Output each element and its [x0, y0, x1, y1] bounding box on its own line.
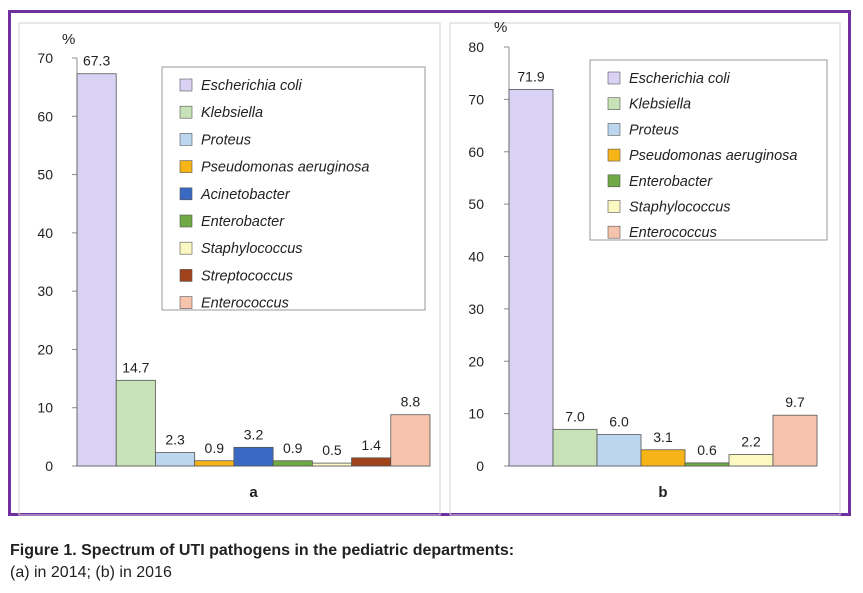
bar-proteus — [596, 434, 642, 467]
y-tick-label: 40 — [37, 225, 53, 241]
caption-subtitle: (a) in 2014; (b) in 2016 — [10, 564, 172, 581]
y-tick-label: 10 — [37, 400, 53, 416]
chart-panel-b: 0 10 20 30 40 50 60 70 80% 71.9 7.0 6.0 3.1 0.6 2.2 9.7… — [449, 19, 841, 516]
y-tick-label: 70 — [468, 91, 484, 107]
caption-title: Figure 1. Spectrum of UTI pathogens in t… — [10, 542, 515, 559]
bar-klebsiella — [115, 379, 156, 467]
bar-acinetobacter — [233, 446, 274, 467]
y-tick-label: 50 — [468, 196, 484, 212]
data-label: 0.5 — [322, 442, 342, 458]
panel-label: a — [249, 484, 258, 501]
legend-entry: Pseudomonas aeruginosa — [629, 148, 797, 164]
y-tick-label: 30 — [468, 301, 484, 317]
y-tick-label: 10 — [468, 406, 484, 422]
legend-swatch — [179, 296, 193, 309]
legend-entry: Staphylococcus — [629, 200, 731, 216]
data-label: 7.0 — [565, 408, 585, 424]
legend-swatch — [179, 78, 193, 92]
bar-proteus — [155, 452, 196, 467]
y-tick-label: 20 — [37, 341, 53, 357]
data-label: 3.2 — [244, 426, 264, 442]
legend-entry: Enterobacter — [629, 174, 713, 190]
legend-entry: Klebsiella — [201, 105, 263, 121]
y-tick-label: 70 — [37, 50, 53, 66]
legend-entry: Proteus — [201, 132, 251, 148]
legend-swatch — [179, 187, 193, 201]
y-tick-label: 0 — [476, 458, 484, 474]
data-label: 9.7 — [785, 394, 805, 410]
y-tick-label: 50 — [37, 167, 53, 183]
y-tick-label: 0 — [45, 458, 53, 474]
legend-swatch — [607, 71, 621, 85]
legend-swatch — [179, 269, 193, 282]
bar-staphylococcus — [311, 462, 352, 467]
y-tick-label: 80 — [468, 39, 484, 55]
data-label: 8.8 — [401, 394, 421, 410]
data-label: 71.9 — [517, 68, 544, 84]
data-label: 1.4 — [361, 437, 381, 453]
data-label: 0.6 — [697, 442, 717, 458]
bar-pseudomonas-aeruginosa — [640, 449, 686, 467]
y-axis-label: % — [62, 31, 75, 48]
data-label: 6.0 — [609, 414, 629, 430]
legend-entry: Proteus — [629, 122, 679, 138]
legend-entry: Acinetobacter — [200, 187, 291, 203]
legend-swatch — [179, 241, 193, 255]
y-tick-label: 20 — [468, 353, 484, 369]
panel-frame — [449, 22, 841, 516]
data-label: 14.7 — [122, 359, 149, 375]
legend-swatch — [179, 133, 193, 146]
legend-entry: Enterococcus — [629, 225, 717, 241]
legend-swatch — [607, 174, 621, 188]
chart-panel-a: 0 10 20 30 40 50 60 70% 67.3 14.7 2.3 0.9 3.2 0.9 0.5 1… — [18, 22, 441, 516]
charts-svg: 0 10 20 30 40 50 60 70% 67.3 14.7 2.3 0.9 3.2 0.9 0.5 1… — [18, 19, 841, 516]
legend-box — [589, 59, 828, 241]
bar-staphylococcus — [728, 454, 774, 467]
legend-entry: Escherichia coli — [629, 71, 731, 87]
legend-entry: Escherichia coli — [201, 78, 303, 94]
bar-klebsiella — [552, 428, 598, 467]
bar-enterobacter — [272, 460, 313, 467]
y-tick-label: 40 — [468, 249, 484, 265]
data-label: 67.3 — [83, 53, 110, 69]
legend-box — [161, 66, 426, 311]
bar-pseudomonas-aeruginosa — [194, 460, 235, 467]
legend-swatch — [179, 160, 193, 173]
data-label: 3.1 — [653, 429, 673, 445]
figure-caption: Figure 1. Spectrum of UTI pathogens in t… — [10, 540, 850, 584]
data-label: 0.9 — [283, 440, 303, 456]
legend-entry: Enterococcus — [201, 296, 289, 312]
y-axis-label: % — [494, 19, 507, 36]
bar-enterococcus — [390, 414, 431, 467]
bar-escherichia-coli — [76, 73, 117, 467]
legend-entry: Klebsiella — [629, 97, 691, 113]
legend-entry: Staphylococcus — [201, 241, 303, 257]
legend-swatch — [179, 105, 193, 119]
bar-enterobacter — [684, 462, 730, 467]
y-tick-label: 60 — [468, 144, 484, 160]
bar-enterococcus — [772, 414, 818, 467]
data-label: 2.3 — [165, 432, 185, 448]
legend-entry: Streptococcus — [201, 268, 293, 284]
legend-entry: Pseudomonas aeruginosa — [201, 160, 369, 176]
panel-label: b — [658, 484, 667, 501]
legend-swatch — [607, 97, 621, 110]
legend-swatch — [607, 200, 621, 213]
y-tick-label: 60 — [37, 108, 53, 124]
y-tick-label: 30 — [37, 283, 53, 299]
panel-frame — [18, 22, 441, 516]
data-label: 0.9 — [205, 440, 225, 456]
legend-swatch — [607, 225, 621, 239]
legend-swatch — [179, 214, 193, 228]
bar-streptococcus — [351, 457, 392, 467]
legend-swatch — [607, 123, 621, 136]
legend: Escherichia coli Klebsiella Proteus Pseudom… — [589, 59, 828, 241]
data-label: 2.2 — [741, 433, 761, 449]
legend: Escherichia coli Klebsiella Proteus Pseudom… — [161, 66, 426, 312]
legend-entry: Enterobacter — [201, 214, 285, 230]
legend-swatch — [607, 148, 621, 162]
bar-escherichia-coli — [508, 89, 554, 467]
